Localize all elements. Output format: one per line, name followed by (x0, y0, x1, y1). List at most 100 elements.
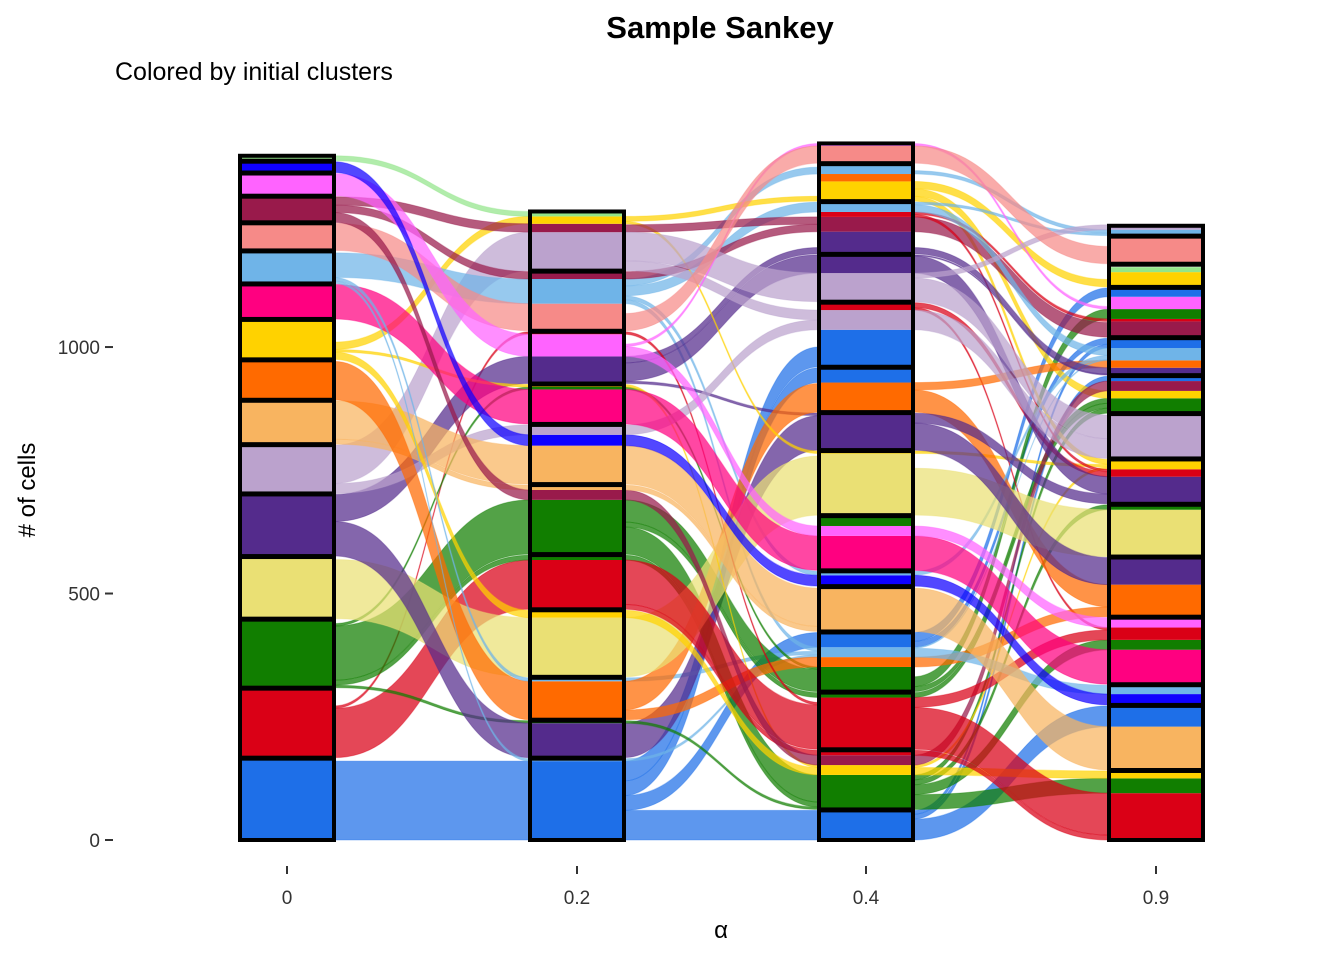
node-segment-0.2-10-c13 (530, 223, 624, 233)
node-segment-0.2-0-c1 (530, 761, 624, 840)
node-segment-0.4-11-c5 (819, 254, 913, 274)
node-segment-0.9-9-c1 (1109, 338, 1203, 349)
node-segment-0.9-8-c1 (1109, 376, 1203, 382)
node-segment-0-0-c1 (240, 758, 334, 840)
node-segment-0.4-0-c1 (819, 810, 913, 840)
cluster-node-0.4-14 (817, 141, 915, 166)
node-segment-0.2-7-c3 (530, 386, 624, 390)
node-segment-0.4-2-c2 (819, 697, 913, 750)
node-segment-0-13-c14 (240, 173, 334, 196)
node-segment-0-5-c6 (240, 445, 334, 494)
node-segment-0.2-3-c9 (530, 610, 624, 618)
x-tick-label-0.4: 0.4 (853, 888, 880, 909)
node-segment-0.9-11-c16 (1109, 267, 1203, 273)
y-tick-label-1000: 1000 (58, 338, 100, 359)
node-segment-0.4-7-c4 (819, 453, 913, 516)
node-layer (238, 141, 1205, 843)
node-segment-0.2-8-c5 (530, 356, 624, 384)
node-segment-0.9-0-c9 (1109, 770, 1203, 779)
node-segment-0.4-12-c13 (819, 216, 913, 232)
node-segment-0-4-c5 (240, 494, 334, 557)
node-segment-0.9-10-c13 (1109, 321, 1203, 338)
node-segment-0.4-3-c8 (819, 657, 913, 667)
x-tick-label-0.2: 0.2 (564, 888, 590, 909)
node-segment-0.4-1-c3 (819, 774, 913, 810)
node-segment-0.4-6-c10 (819, 535, 913, 571)
node-segment-0.9-8-c13 (1109, 381, 1203, 391)
flow-c1-0.2-to-0.4 (623, 809, 820, 841)
node-segment-0.9-8-c9 (1109, 390, 1203, 399)
node-segment-0.2-6-c6 (530, 424, 624, 435)
node-segment-0.9-3-c2 (1109, 627, 1203, 640)
node-segment-0.4-10-c6 (819, 310, 913, 330)
node-segment-0.9-3-c14 (1109, 617, 1203, 628)
node-segment-0.2-8-c14 (530, 334, 624, 357)
node-segment-0.4-1-c9 (819, 765, 913, 775)
node-segment-0.9-9-c11 (1109, 348, 1203, 361)
node-segment-0.9-0-c2 (1109, 793, 1203, 840)
node-segment-0-3-c4 (240, 557, 334, 619)
node-segment-0.9-10-c14 (1109, 296, 1203, 310)
node-segment-0.9-1-c1 (1109, 705, 1203, 727)
node-segment-0.4-13-c11 (819, 164, 913, 175)
node-segment-0-7-c8 (240, 360, 334, 400)
node-segment-0.9-12-c12 (1109, 236, 1203, 264)
node-segment-0.4-3-c11 (819, 647, 913, 658)
node-segment-0.4-9-c8 (819, 382, 913, 413)
node-segment-0.4-8-c5 (819, 413, 913, 451)
node-segment-0.2-5-c13 (530, 490, 624, 500)
node-segment-0.4-3-c1 (819, 632, 913, 648)
node-segment-0.2-10-c16 (530, 211, 624, 217)
node-segment-0.2-6-c7 (530, 445, 624, 485)
node-segment-0.4-12-c2 (819, 211, 913, 217)
x-tick-label-0.9: 0.9 (1143, 888, 1169, 909)
node-segment-0.2-10-c9 (530, 216, 624, 224)
node-segment-0.9-11-c9 (1109, 272, 1203, 287)
node-segment-0-11-c12 (240, 223, 334, 251)
node-segment-0.9-3-c10 (1109, 649, 1203, 685)
node-segment-0.4-5-c15 (819, 575, 913, 587)
node-segment-0.4-13-c8 (819, 174, 913, 182)
node-segment-0.4-2-c3 (819, 692, 913, 698)
node-segment-0.4-13-c9 (819, 181, 913, 202)
node-segment-0.9-10-c1 (1109, 287, 1203, 297)
chart-title: Sample Sankey (606, 10, 834, 45)
y-tick-label-500: 500 (68, 585, 100, 606)
node-segment-0.2-6-c15 (530, 434, 624, 446)
node-segment-0.4-1-c13 (819, 755, 913, 766)
node-segment-0.9-8-c3 (1109, 398, 1203, 414)
node-segment-0.2-1-c5 (530, 723, 624, 758)
node-segment-0.4-11-c6 (819, 273, 913, 302)
node-segment-0.9-6-c2 (1109, 469, 1203, 477)
node-segment-0.9-4-c8 (1109, 584, 1203, 617)
node-segment-0-2-c3 (240, 619, 334, 688)
node-segment-0.2-4-c2 (530, 560, 624, 610)
node-segment-0-9-c10 (240, 284, 334, 319)
node-segment-0.4-4-c7 (819, 588, 913, 632)
chart-subtitle: Colored by initial clusters (115, 58, 393, 86)
node-segment-0.9-4-c5 (1109, 557, 1203, 585)
node-segment-0.9-6-c5 (1109, 476, 1203, 504)
flow-layer (333, 142, 1110, 841)
flow-c1-0-to-0.2 (333, 760, 531, 841)
node-segment-0-12-c13 (240, 196, 334, 223)
cluster-node-0.9-13 (1107, 223, 1205, 238)
node-segment-0-10-c11 (240, 251, 334, 284)
node-segment-0.9-5-c3 (1109, 504, 1203, 510)
node-segment-0.2-10-c6 (530, 232, 624, 271)
node-segment-0.4-3-c3 (819, 666, 913, 692)
node-segment-0.2-9-c12 (530, 303, 624, 331)
node-segment-0.4-10-c1 (819, 329, 913, 367)
x-axis-label: α (714, 917, 728, 944)
node-segment-0.9-6-c9 (1109, 459, 1203, 470)
node-segment-0.9-7-c6 (1109, 415, 1203, 459)
node-segment-0.9-13-c11 (1109, 229, 1203, 236)
node-segment-0-14-c15 (240, 161, 334, 173)
node-segment-0.9-9-c5 (1109, 367, 1203, 376)
node-segment-0.2-9-c13 (530, 271, 624, 280)
node-segment-0.9-2-c15 (1109, 694, 1203, 705)
node-segment-0.2-5-c7 (530, 485, 624, 490)
node-segment-0.9-5-c4 (1109, 509, 1203, 557)
node-segment-0.9-3-c3 (1109, 639, 1203, 650)
